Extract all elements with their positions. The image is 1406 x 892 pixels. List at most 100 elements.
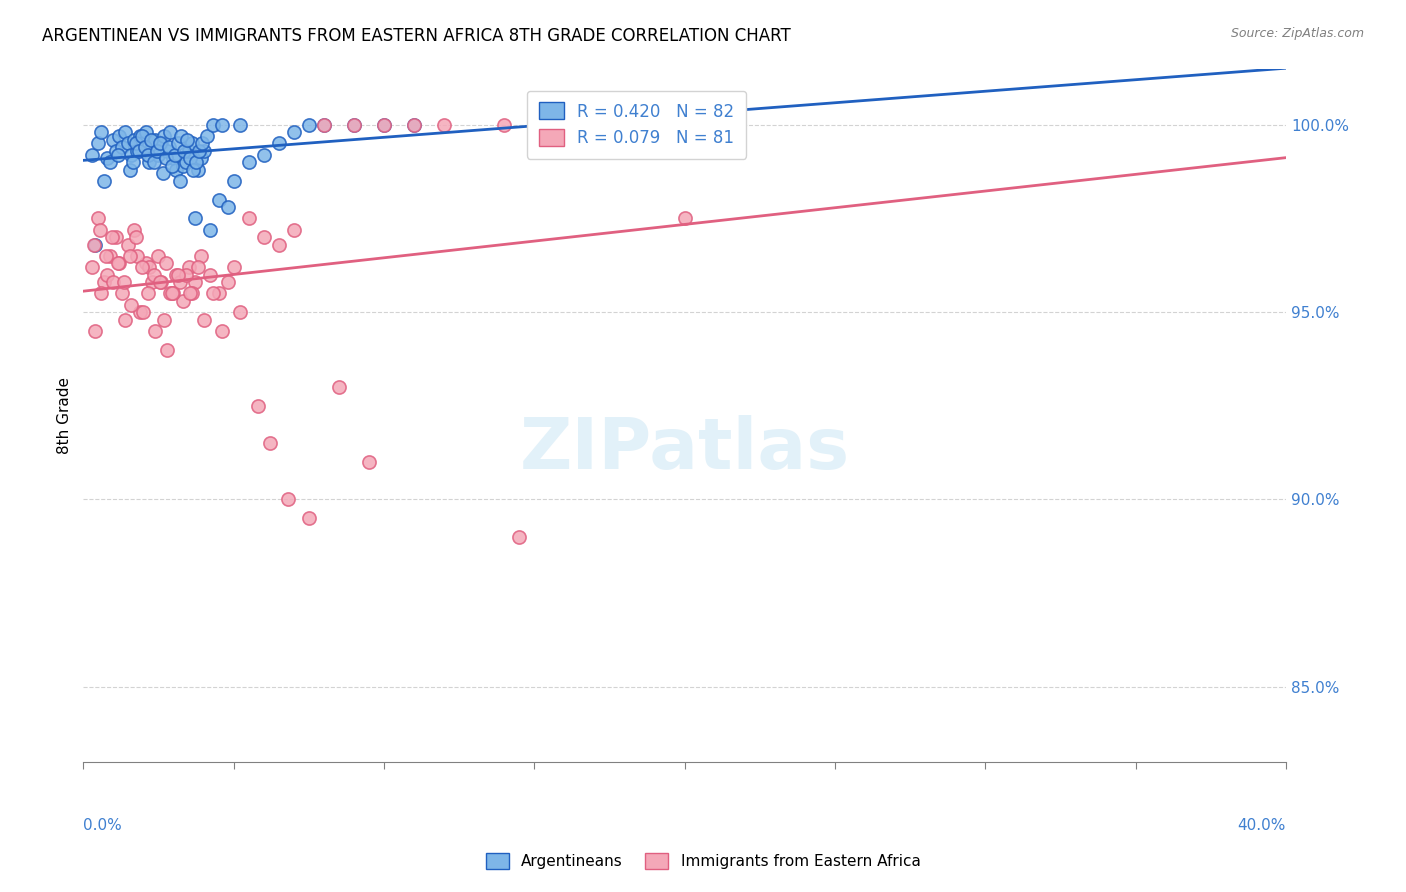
Point bbox=[207, 286, 229, 301]
Point bbox=[198, 268, 221, 282]
Point bbox=[149, 275, 172, 289]
Point bbox=[187, 162, 209, 177]
Point bbox=[163, 147, 186, 161]
Point bbox=[283, 125, 305, 139]
Text: 0.0%: 0.0% bbox=[83, 818, 122, 833]
Point bbox=[190, 152, 212, 166]
Point bbox=[153, 128, 176, 143]
Point bbox=[180, 136, 202, 151]
Point bbox=[118, 162, 141, 177]
Point bbox=[343, 118, 366, 132]
Point bbox=[283, 222, 305, 236]
Point bbox=[193, 312, 215, 326]
Point bbox=[187, 260, 209, 274]
Point bbox=[138, 260, 160, 274]
Point bbox=[114, 312, 136, 326]
Point bbox=[613, 118, 636, 132]
Point bbox=[195, 128, 218, 143]
Point bbox=[177, 260, 200, 274]
Text: ZIPatlas: ZIPatlas bbox=[520, 416, 849, 484]
Point bbox=[173, 144, 195, 158]
Point bbox=[373, 118, 395, 132]
Point bbox=[179, 286, 201, 301]
Legend: Argentineans, Immigrants from Eastern Africa: Argentineans, Immigrants from Eastern Af… bbox=[479, 847, 927, 875]
Point bbox=[120, 147, 142, 161]
Point bbox=[84, 237, 107, 252]
Point bbox=[673, 211, 696, 226]
Point bbox=[94, 249, 117, 263]
Point bbox=[267, 237, 290, 252]
Point bbox=[152, 166, 174, 180]
Point bbox=[198, 222, 221, 236]
Point bbox=[108, 256, 131, 270]
Point bbox=[553, 118, 575, 132]
Point bbox=[170, 128, 193, 143]
Point bbox=[90, 286, 112, 301]
Point bbox=[402, 118, 425, 132]
Point bbox=[131, 128, 153, 143]
Point bbox=[188, 144, 211, 158]
Point bbox=[103, 275, 125, 289]
Point bbox=[217, 200, 239, 214]
Point bbox=[357, 455, 380, 469]
Point bbox=[373, 118, 395, 132]
Point bbox=[129, 305, 152, 319]
Point bbox=[83, 237, 105, 252]
Point bbox=[125, 136, 148, 151]
Point bbox=[191, 136, 214, 151]
Point bbox=[93, 275, 115, 289]
Point bbox=[87, 211, 110, 226]
Point bbox=[128, 144, 150, 158]
Point bbox=[112, 275, 135, 289]
Point bbox=[201, 286, 224, 301]
Point bbox=[253, 147, 276, 161]
Legend: R = 0.420   N = 82, R = 0.079   N = 81: R = 0.420 N = 82, R = 0.079 N = 81 bbox=[527, 91, 747, 159]
Point bbox=[136, 147, 159, 161]
Point bbox=[169, 174, 191, 188]
Point bbox=[87, 136, 110, 151]
Point bbox=[159, 125, 181, 139]
Point bbox=[118, 249, 141, 263]
Point bbox=[259, 436, 281, 450]
Point bbox=[150, 136, 173, 151]
Point bbox=[433, 118, 456, 132]
Point bbox=[162, 152, 184, 166]
Point bbox=[160, 159, 183, 173]
Point bbox=[166, 268, 188, 282]
Point bbox=[174, 155, 197, 169]
Point bbox=[508, 530, 530, 544]
Point bbox=[253, 230, 276, 244]
Point bbox=[132, 136, 155, 151]
Point bbox=[156, 144, 179, 158]
Point bbox=[160, 286, 183, 301]
Point bbox=[141, 140, 163, 154]
Point bbox=[107, 147, 129, 161]
Point bbox=[107, 256, 129, 270]
Point bbox=[179, 152, 201, 166]
Point bbox=[177, 144, 200, 158]
Point bbox=[181, 162, 204, 177]
Point bbox=[146, 144, 169, 158]
Point bbox=[180, 286, 202, 301]
Point bbox=[98, 155, 121, 169]
Point bbox=[129, 128, 152, 143]
Point bbox=[89, 222, 111, 236]
Point bbox=[155, 152, 177, 166]
Point bbox=[298, 511, 321, 525]
Point bbox=[127, 144, 149, 158]
Point bbox=[117, 136, 139, 151]
Point bbox=[136, 286, 159, 301]
Point bbox=[211, 324, 233, 338]
Point bbox=[228, 305, 250, 319]
Point bbox=[84, 324, 107, 338]
Point bbox=[105, 144, 128, 158]
Point bbox=[174, 268, 197, 282]
Point bbox=[131, 260, 153, 274]
Point bbox=[156, 343, 179, 357]
Point bbox=[190, 249, 212, 263]
Point bbox=[149, 136, 172, 151]
Point bbox=[183, 211, 205, 226]
Point bbox=[96, 152, 118, 166]
Point bbox=[127, 249, 149, 263]
Point bbox=[105, 230, 128, 244]
